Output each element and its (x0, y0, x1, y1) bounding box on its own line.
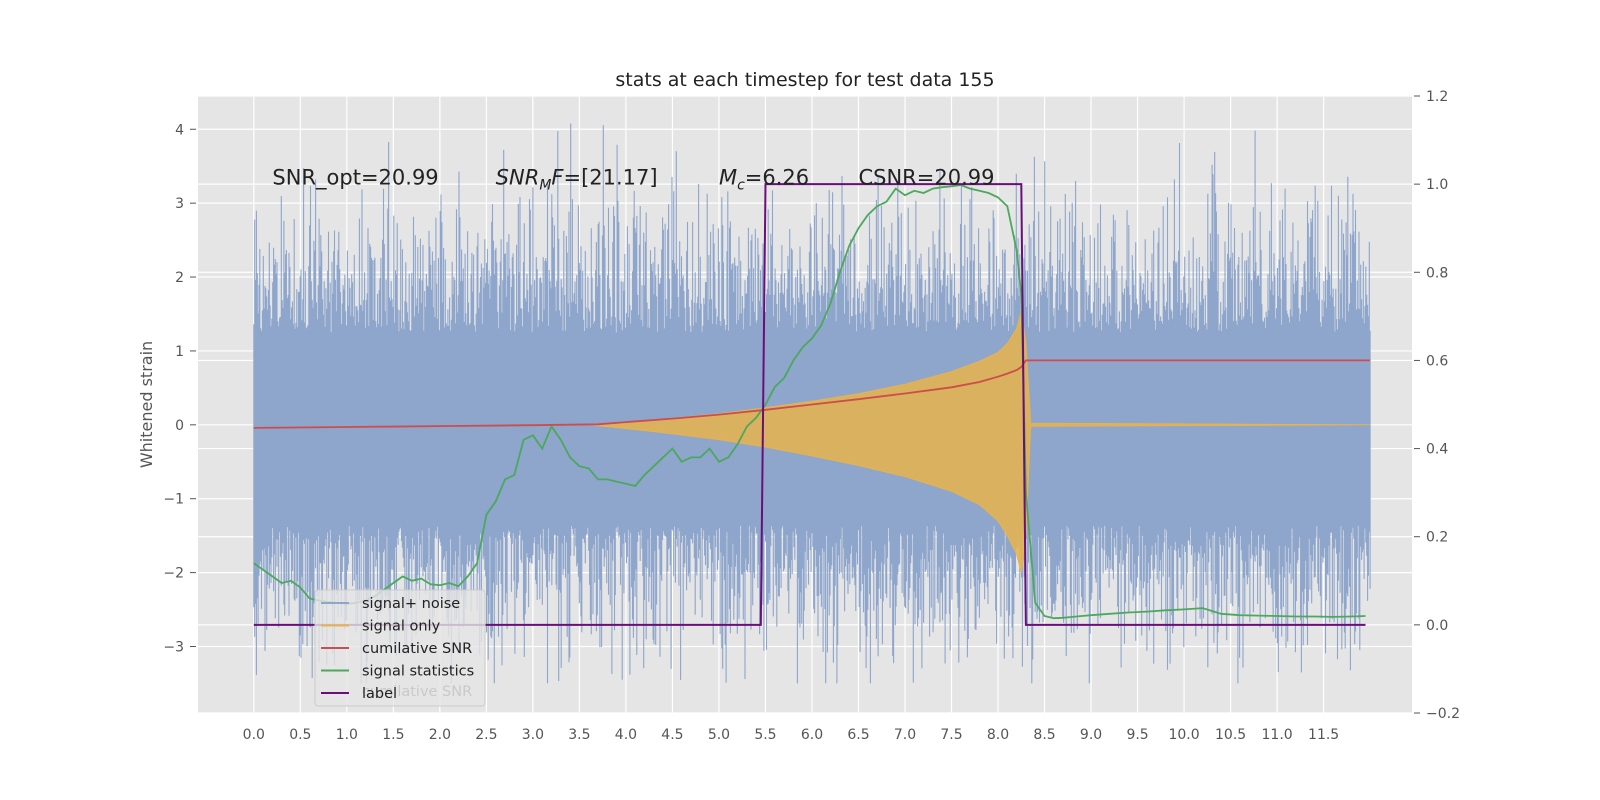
y2-tick-label: 0.0 (1426, 618, 1448, 634)
legend-box (314, 589, 486, 707)
y2-tick-label: 0.2 (1426, 530, 1448, 546)
x-tick-label: 8.0 (987, 727, 1009, 743)
y-tick-label: 2 (175, 270, 184, 286)
y-tick-label: −1 (163, 492, 184, 508)
x-tick-label: 10.5 (1215, 727, 1246, 743)
x-tick-label: 6.5 (847, 727, 869, 743)
y-tick-label: 1 (175, 344, 184, 360)
x-tick-label: 4.0 (615, 727, 637, 743)
legend: cumilative SNR signal+ noise signal only cu… (314, 589, 486, 707)
label-line (253, 183, 1366, 626)
cumulative-snr-line (253, 359, 1371, 429)
y2-tick-label: −0.2 (1426, 706, 1460, 722)
x-tick-label: 3.0 (522, 727, 544, 743)
annotation-0: SNR_opt=20.99 (272, 165, 438, 190)
x-tick-label: 2.5 (475, 727, 497, 743)
x-axis: 0.0 0.5 1.0 1.5 2.0 2.5 3.0 3.5 4.0 4.5 5.0 5.5 6.0 6… (243, 727, 1340, 743)
annotations: SNR_opt=20.99 SNRMF=[21.17] Mc=6.26 CSNR=20… (272, 165, 994, 193)
x-tick-label: 9.5 (1126, 727, 1148, 743)
x-tick-label: 4.5 (661, 727, 683, 743)
legend-entry-4: label (362, 686, 397, 702)
x-tick-label: 3.5 (568, 727, 590, 743)
signal-only-envelope (588, 310, 1371, 573)
x-tick-label: 5.0 (708, 727, 730, 743)
y-axis-right: 1.2 1.0 0.8 0.6 0.4 0.2 0.0 −0.2 (1414, 89, 1460, 722)
y2-tick-label: 0.4 (1426, 442, 1448, 458)
y2-tick-label: 0.6 (1426, 353, 1448, 369)
annotation-3: CSNR=20.99 (858, 165, 994, 189)
legend-entry-0: signal+ noise (362, 596, 460, 612)
y2-tick-label: 1.2 (1426, 89, 1448, 105)
legend-entry-1: signal only (362, 619, 441, 635)
signal-statistics-line (253, 184, 1366, 620)
y-tick-label: 3 (175, 196, 184, 212)
x-tick-label: 7.0 (894, 727, 916, 743)
y-tick-label: 0 (175, 418, 184, 434)
legend-ghost-text: cumilative SNR (362, 684, 472, 700)
x-tick-label: 8.5 (1033, 727, 1055, 743)
y2-tick-label: 1.0 (1426, 177, 1448, 193)
x-tick-label: 6.0 (801, 727, 823, 743)
x-tick-label: 9.0 (1080, 727, 1102, 743)
x-tick-label: 7.5 (940, 727, 962, 743)
y-axis-left: 4 3 2 1 0 −1 −2 −3 (163, 122, 196, 655)
x-tick-label: 10.0 (1168, 727, 1199, 743)
x-tick-label: 1.0 (336, 727, 358, 743)
x-tick-label: 1.5 (382, 727, 404, 743)
annotation-2: Mc=6.26 (719, 165, 809, 193)
x-tick-label: 11.5 (1308, 727, 1339, 743)
legend-entry-3: signal statistics (362, 664, 474, 680)
y-tick-label: −3 (163, 639, 184, 655)
x-tick-label: 11.0 (1262, 727, 1293, 743)
annotation-1: SNRMF=[21.17] (496, 165, 658, 193)
y2-tick-label: 0.8 (1426, 265, 1448, 281)
x-tick-label: 0.0 (243, 727, 265, 743)
x-tick-label: 5.5 (754, 727, 776, 743)
x-tick-label: 2.0 (429, 727, 451, 743)
x-tick-label: 0.5 (289, 727, 311, 743)
legend-entry-2: cumilative SNR (362, 641, 472, 657)
chart-title: stats at each timestep for test data 155 (615, 69, 994, 91)
y-axis-label: Whitened strain (137, 341, 156, 468)
y-tick-label: −2 (163, 566, 184, 582)
y-tick-label: 4 (175, 122, 184, 138)
